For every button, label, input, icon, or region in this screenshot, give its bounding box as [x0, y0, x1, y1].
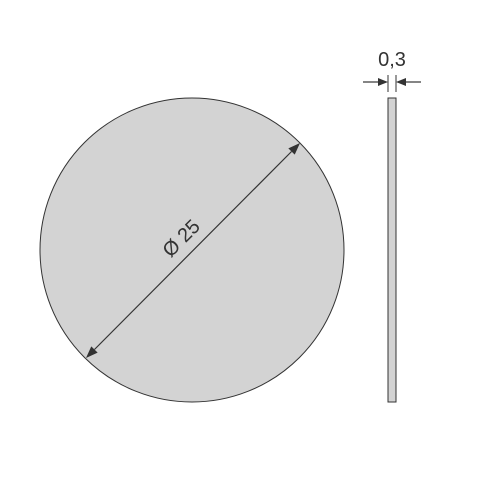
- disc-front-view: [40, 98, 344, 402]
- thickness-label: 0,3: [378, 49, 406, 71]
- disc-side-view: [388, 98, 396, 402]
